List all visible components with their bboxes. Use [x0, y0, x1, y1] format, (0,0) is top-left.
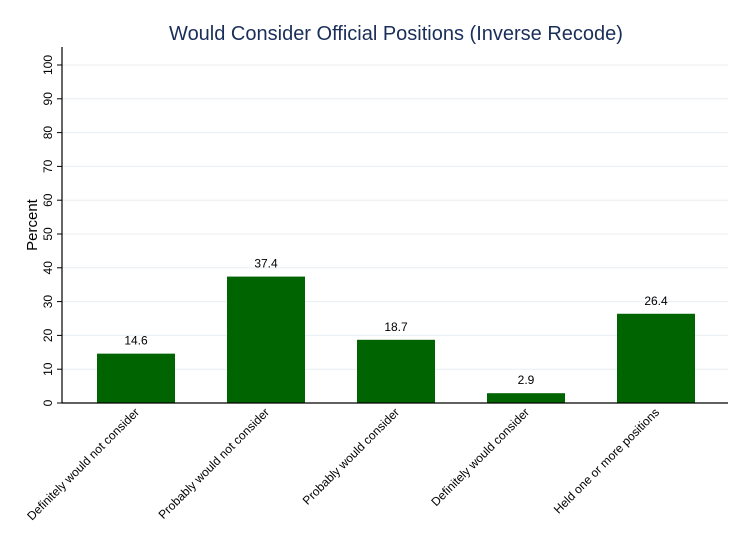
data-labels: 14.6 37.4 18.7 2.9 26.4 [124, 257, 668, 388]
y-tick-label: 100 [41, 55, 55, 75]
y-tick-label: 40 [41, 261, 55, 275]
y-tick-label: 90 [41, 92, 55, 106]
x-axis: Definitely would not consider Probably wo… [24, 402, 728, 523]
bar [227, 276, 305, 403]
bar [97, 353, 175, 403]
y-axis-label: Percent [24, 198, 41, 251]
y-tick-label: 30 [41, 295, 55, 309]
y-tick-label: 50 [41, 227, 55, 241]
x-tick-label: Definitely would not consider [24, 405, 142, 523]
data-label: 2.9 [518, 373, 535, 387]
gridlines [62, 64, 728, 370]
y-tick-label: 0 [41, 399, 55, 406]
x-tick-label: Probably would consider [300, 405, 402, 507]
data-label: 14.6 [124, 334, 148, 348]
x-tick-label: Definitely would consider [428, 405, 532, 509]
bar [357, 339, 435, 403]
bars [97, 276, 695, 403]
data-label: 18.7 [384, 320, 408, 334]
y-tick-label: 80 [41, 126, 55, 140]
y-axis: 0 10 20 30 40 50 60 70 80 90 100 [41, 47, 63, 406]
y-tick-label: 70 [41, 159, 55, 173]
chart-title: Would Consider Official Positions (Inver… [169, 23, 623, 45]
y-tick-label: 60 [41, 193, 55, 207]
data-label: 26.4 [644, 294, 668, 308]
y-tick-label: 20 [41, 328, 55, 342]
x-tick-label: Probably would not consider [156, 405, 273, 522]
y-tick-label: 10 [41, 362, 55, 376]
data-label: 37.4 [254, 257, 278, 271]
bar [617, 313, 695, 403]
bar [487, 393, 565, 403]
x-tick-label: Held one or more positions [551, 405, 662, 516]
